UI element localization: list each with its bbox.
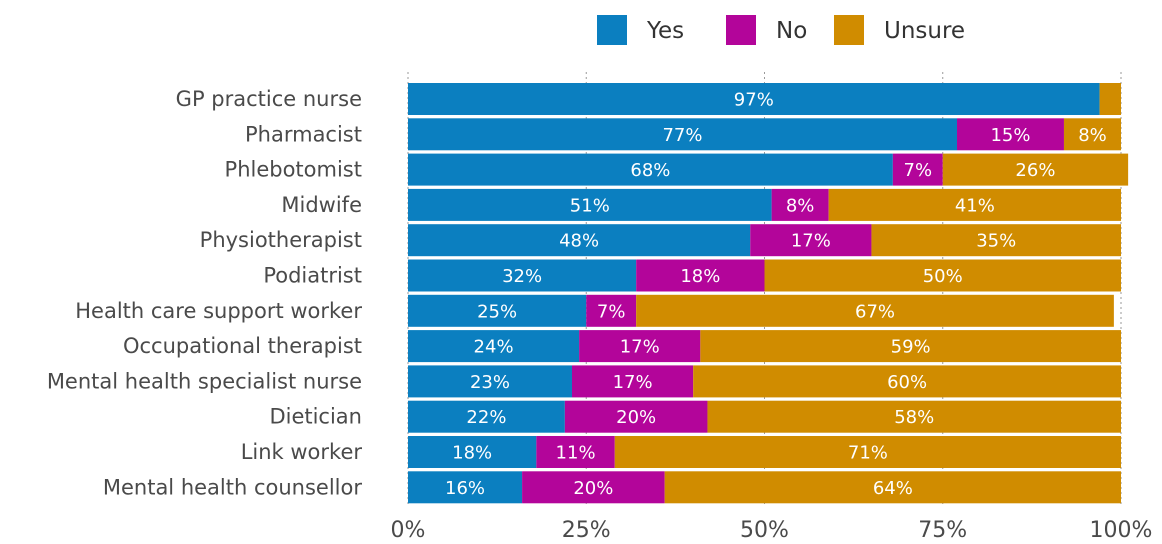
data-label: 20% [573,478,613,499]
bar-segment-no [750,224,872,257]
bar-segment-yes [408,471,523,504]
bar-segment-unsure [636,294,1114,327]
x-tick-label: 50% [740,518,789,543]
bar-segment-yes [408,400,565,433]
category-labels: GP practice nurse Pharmacist Phlebotomist M… [47,87,363,499]
data-label: 20% [616,407,656,428]
x-tick-label: 25% [562,518,611,543]
category-label: Physiotherapist [200,228,362,252]
bar-segment-unsure [1063,118,1121,151]
bar-segment-unsure [707,400,1121,433]
bar-segment-unsure [1099,83,1121,115]
data-label: 58% [894,407,934,428]
bar-segment-unsure [614,436,1121,468]
data-label: 16% [445,478,485,499]
data-label: 25% [477,301,517,322]
data-label: 18% [680,266,720,287]
legend: Yes No Unsure [597,15,965,45]
category-label: Phlebotomist [225,158,362,182]
bar-segment-yes [408,188,772,221]
bar-segment-no [564,400,708,433]
bar-segment-unsure [764,259,1121,292]
data-label: 50% [923,266,963,287]
category-label: GP practice nurse [176,87,362,111]
bar-segment-yes [408,118,958,151]
bar-segment-yes [408,365,572,398]
data-label: 59% [891,337,931,358]
data-label: 22% [466,407,506,428]
bar-segment-yes [408,224,751,257]
bar-segment-yes [408,330,580,363]
legend-swatch [597,15,627,45]
data-label: 7% [904,160,933,181]
data-label: 17% [620,337,660,358]
bar-segment-unsure [700,330,1121,363]
bar-segment-no [571,365,694,398]
data-label: 68% [630,160,670,181]
data-label: 48% [559,231,599,252]
legend-label: Yes [646,18,684,44]
bar-segment-yes [408,259,637,292]
data-label: 11% [556,443,596,464]
bars: 97% 77% 15% 8% 68% 7% 26% 51% 8% 41% 48% 17% 35% 32% 1… [408,83,1129,504]
data-label: 51% [570,195,610,216]
data-label: 35% [976,231,1016,252]
bar-segment-unsure [828,188,1121,221]
category-label: Mental health counsellor [103,475,363,499]
bar-segment-yes [408,153,893,186]
data-label: 8% [1078,125,1107,146]
category-label: Podiatrist [263,264,362,288]
data-label: 17% [613,372,653,393]
data-label: 15% [990,125,1030,146]
category-label: Link worker [241,440,363,464]
data-label: 7% [597,301,626,322]
data-label: 17% [791,231,831,252]
data-label: 71% [848,443,888,464]
bar-segment-no [536,436,615,468]
bar-segment-no [579,330,701,363]
x-tick-label: 75% [918,518,967,543]
bar-segment-no [957,118,1064,151]
bar-segment-yes [408,436,537,468]
data-label: 41% [955,195,995,216]
legend-swatch [834,15,864,45]
bar-segment-no [771,188,829,221]
data-label: 23% [470,372,510,393]
category-label: Occupational therapist [123,334,362,358]
data-label: 60% [887,372,927,393]
category-label: Midwife [281,193,362,217]
data-label: 26% [1015,160,1055,181]
bar-segment-unsure [664,471,1121,504]
category-label: Pharmacist [245,122,362,146]
x-axis-ticks: 0% 25% 50% 75% 100% [391,518,1153,543]
data-label: 18% [452,443,492,464]
data-label: 24% [474,337,514,358]
legend-label: No [776,18,807,44]
category-label: Health care support worker [75,299,362,323]
bar-segment-unsure [693,365,1121,398]
bar-segment-no [636,259,765,292]
legend-swatch [726,15,756,45]
bar-segment-no [892,153,943,186]
bar-segment-unsure [871,224,1121,257]
bar-segment-yes [408,83,1100,115]
category-label: Mental health specialist nurse [47,369,362,393]
data-label: 97% [734,90,774,111]
data-label: 77% [662,125,702,146]
x-tick-label: 100% [1090,518,1153,543]
bar-segment-yes [408,294,587,327]
bar-segment-unsure [942,153,1129,186]
x-tick-label: 0% [391,518,426,543]
data-label: 67% [855,301,895,322]
data-label: 32% [502,266,542,287]
data-label: 8% [786,195,815,216]
category-label: Dietician [269,405,362,429]
legend-label: Unsure [884,18,965,44]
bar-segment-no [586,294,637,327]
data-label: 64% [873,478,913,499]
bar-segment-no [522,471,665,504]
